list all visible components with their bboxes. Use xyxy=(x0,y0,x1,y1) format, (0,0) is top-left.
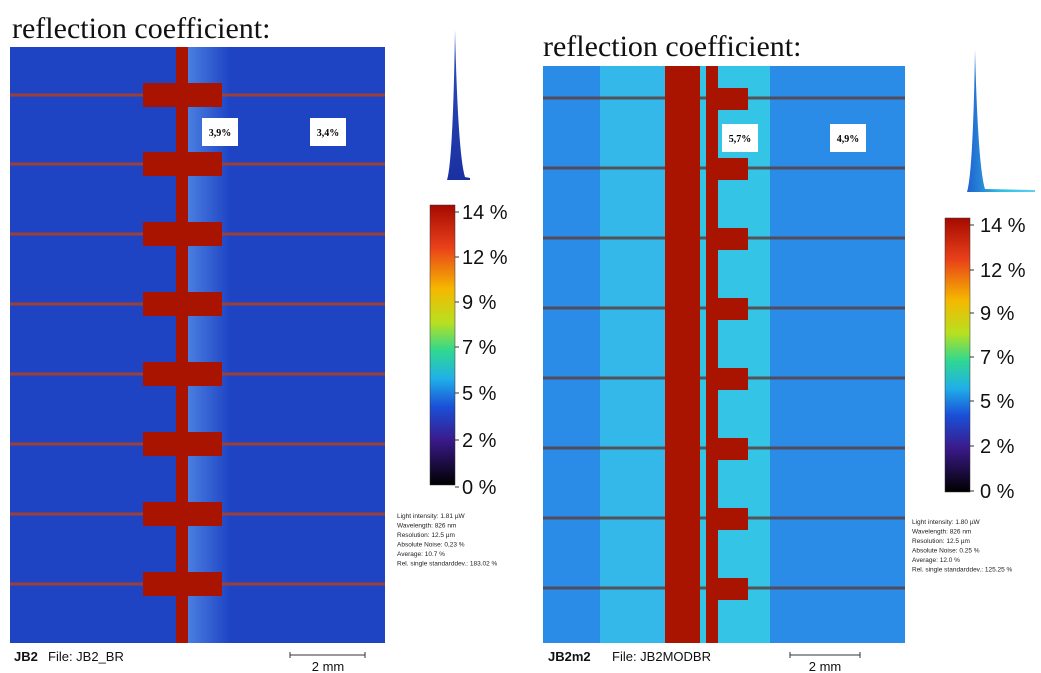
histogram xyxy=(447,30,470,180)
label: 5,7% xyxy=(729,134,752,145)
electrode-bar xyxy=(706,66,718,643)
electrode-pad xyxy=(143,83,222,107)
electrode-pad xyxy=(718,368,748,390)
label: 3,4% xyxy=(317,128,340,139)
colorbar-label: 12 % xyxy=(980,260,1026,282)
panel: reflection coefficient: 3,9% 3,4% 14 % 12 % 9… xyxy=(10,12,508,673)
colorbar-label: 14 % xyxy=(462,202,508,224)
info-line: Absolute Noise: 0,23 % xyxy=(397,542,465,549)
info-line: Resolution: 12.5 µm xyxy=(912,538,970,545)
info-line: Absolute Noise: 0.25 % xyxy=(912,548,980,555)
electrode-pad xyxy=(143,362,222,386)
colorbar-label: 7 % xyxy=(462,337,497,359)
electrode-pad xyxy=(718,578,748,600)
electrode-pad xyxy=(718,158,748,180)
info-line: Light intensity: 1.81 µW xyxy=(397,513,466,520)
colorbar-label: 7 % xyxy=(980,347,1015,369)
info-line: Wavelength: 826 nm xyxy=(397,523,456,530)
file-name: File: JB2MODBR xyxy=(612,649,711,664)
sample-name: JB2m2 xyxy=(548,649,591,664)
electrode-pad xyxy=(143,572,222,596)
info-line: Rel. single standarddev.: 125.25 % xyxy=(912,567,1013,574)
electrode-pad xyxy=(718,438,748,460)
file-name: File: JB2_BR xyxy=(48,649,124,664)
colorbar-label: 0 % xyxy=(980,481,1015,503)
scale-bar xyxy=(290,652,365,658)
label: 4,9% xyxy=(837,134,860,145)
electrode-pad xyxy=(718,298,748,320)
info-line: Average: 10.7 % xyxy=(397,551,445,558)
map-region xyxy=(600,66,665,643)
electrode-pad xyxy=(718,508,748,530)
reflection-map: 5,7% 4,9% xyxy=(543,66,905,643)
reflection-map: 3,9% 3,4% xyxy=(10,47,385,643)
panel-title: reflection coefficient: xyxy=(543,30,801,63)
panel-title: reflection coefficient: xyxy=(12,12,270,45)
colorbar-label: 5 % xyxy=(462,383,497,405)
panel: reflection coefficient: 5,7% 4,9% 14 % 12 % 9… xyxy=(543,30,1035,673)
colorbar-label: 12 % xyxy=(462,247,508,269)
colorbar-label: 14 % xyxy=(980,215,1026,237)
electrode-pad xyxy=(143,432,222,456)
sample-name: JB2 xyxy=(14,649,38,664)
info-line: Average: 12.0 % xyxy=(912,557,960,564)
label: 3,9% xyxy=(209,128,232,139)
histogram xyxy=(967,50,1035,192)
scale-bar xyxy=(790,652,860,658)
electrode-pad xyxy=(718,228,748,250)
electrode-pad xyxy=(143,222,222,246)
figure: reflection coefficient: 3,9% 3,4% 14 % 12 % 9… xyxy=(0,0,1041,673)
colorbar-label: 0 % xyxy=(462,477,497,499)
colorbar-label: 2 % xyxy=(462,430,497,452)
colorbar-label: 9 % xyxy=(980,303,1015,325)
info-line: Light intensity: 1.80 µW xyxy=(912,519,981,526)
colorbar xyxy=(430,205,455,485)
info-line: Rel. single standarddev.: 183.02 % xyxy=(397,561,498,568)
electrode-bar xyxy=(665,66,700,643)
scale-label: 2 mm xyxy=(809,659,842,673)
electrode-bar xyxy=(176,47,188,643)
electrode-pad xyxy=(143,502,222,526)
info-line: Wavelength: 826 nm xyxy=(912,529,971,536)
electrode-pad xyxy=(718,88,748,110)
colorbar-label: 2 % xyxy=(980,436,1015,458)
colorbar xyxy=(945,218,970,492)
electrode-pad xyxy=(143,292,222,316)
electrode-pad xyxy=(143,152,222,176)
colorbar-label: 5 % xyxy=(980,391,1015,413)
scale-label: 2 mm xyxy=(312,659,345,673)
info-line: Resolution: 12.5 µm xyxy=(397,532,455,539)
colorbar-label: 9 % xyxy=(462,292,497,314)
